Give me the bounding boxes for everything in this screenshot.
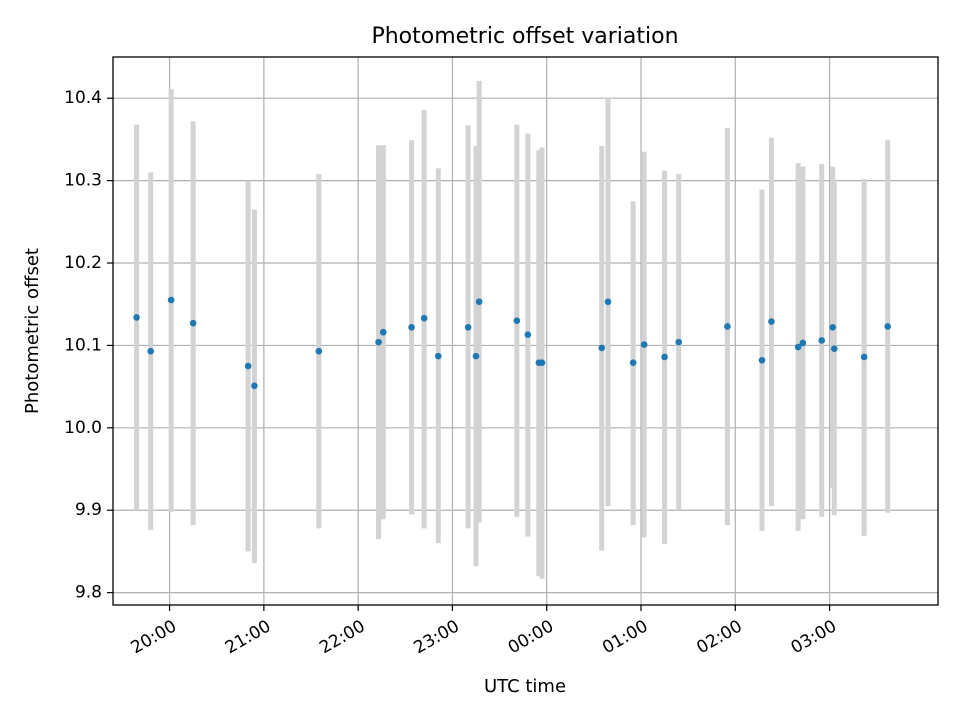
data-point xyxy=(768,318,775,325)
data-point xyxy=(640,341,648,348)
data-points xyxy=(133,296,892,390)
data-point xyxy=(475,298,483,306)
data-point xyxy=(375,338,382,346)
y-axis-ticks: 9.8 9.9 10.0 10.1 10.2 10.3 10.4 xyxy=(64,88,113,603)
chart-title: Photometric offset variation xyxy=(371,24,678,49)
y-tick-label: 10.4 xyxy=(64,88,102,108)
y-tick-label: 10.0 xyxy=(64,418,102,438)
data-point xyxy=(420,314,428,322)
y-tick-label: 10.2 xyxy=(64,253,102,273)
data-point xyxy=(818,337,826,344)
data-point xyxy=(538,359,546,367)
data-point xyxy=(629,359,637,367)
data-point xyxy=(675,338,683,346)
data-point xyxy=(524,331,532,339)
data-point xyxy=(147,347,155,355)
data-point xyxy=(464,323,472,331)
y-tick-label: 9.8 xyxy=(75,583,102,603)
y-axis-label: Photometric offset xyxy=(22,248,43,414)
data-point xyxy=(830,345,838,353)
plot-area-frame xyxy=(112,56,939,606)
data-point xyxy=(598,344,606,352)
data-point xyxy=(315,347,323,355)
data-point xyxy=(133,314,140,321)
x-axis-label: UTC time xyxy=(484,676,566,697)
data-point xyxy=(244,362,252,370)
data-point xyxy=(167,296,175,304)
data-point xyxy=(408,323,415,331)
data-point xyxy=(799,339,807,347)
y-tick-label: 10.1 xyxy=(64,335,102,355)
data-point xyxy=(379,328,387,336)
data-point xyxy=(758,356,766,364)
data-point xyxy=(860,353,868,361)
y-tick-label: 10.3 xyxy=(64,171,102,191)
data-point xyxy=(604,298,612,306)
data-point xyxy=(251,382,258,390)
data-point xyxy=(884,323,892,330)
data-point xyxy=(724,323,731,330)
data-point xyxy=(829,323,837,331)
data-point xyxy=(434,352,442,360)
data-point xyxy=(189,319,197,327)
data-point xyxy=(513,317,521,324)
y-tick-label: 9.9 xyxy=(75,500,102,520)
data-point xyxy=(661,353,668,361)
data-point xyxy=(794,343,802,351)
data-point xyxy=(472,352,480,360)
